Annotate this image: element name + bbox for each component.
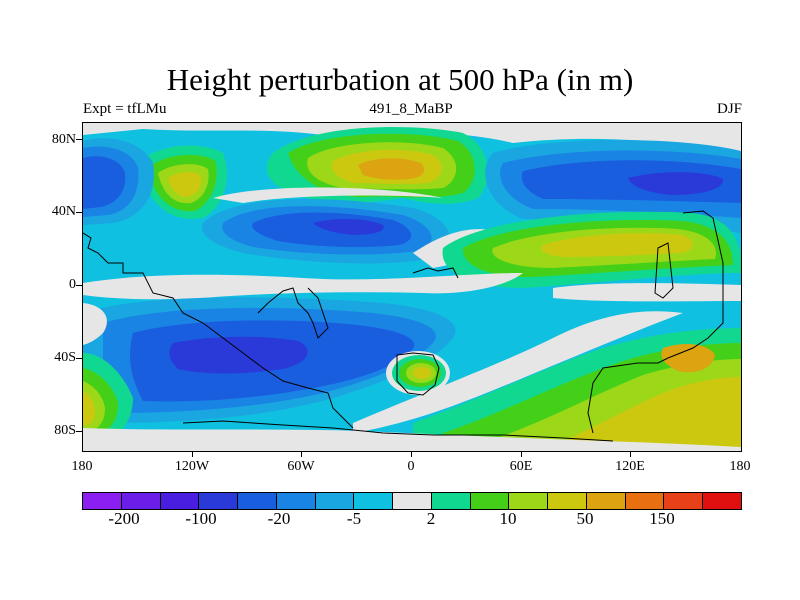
- lat-label-80s: 80S: [54, 423, 76, 438]
- lon-label-180w: 180: [71, 459, 93, 474]
- coastline-north-america: [83, 232, 109, 264]
- lat-label-40n: 40N: [51, 204, 76, 219]
- colorbar-box-16: [703, 493, 742, 509]
- north-atlantic-high: [138, 127, 488, 219]
- colorbar-box-4: [238, 493, 277, 509]
- colorbar-label-minus5: -5: [346, 509, 362, 528]
- contour-map: [82, 122, 742, 452]
- colorbar-box-2: [160, 493, 200, 509]
- lon-label-180e: 180: [729, 459, 751, 474]
- lat-tick-80n: [76, 139, 82, 140]
- north-pacific-low: [83, 138, 154, 225]
- colorbar-box-3: [199, 493, 239, 509]
- colorbar-box-11: [509, 493, 549, 509]
- coastline-south-atlantic-island: [396, 352, 440, 396]
- lat-label-40s: 40S: [54, 350, 76, 365]
- colorbar-label-50: 50: [576, 509, 594, 528]
- lon-tick-0: [411, 451, 412, 457]
- coastline-arabia: [412, 267, 459, 279]
- colorbar-box-15: [664, 493, 704, 509]
- colorbar-box-0: [83, 493, 122, 509]
- colorbar-label-150: 150: [649, 509, 675, 528]
- colorbar-box-5: [276, 493, 316, 509]
- southern-neutral-arc: [353, 311, 683, 433]
- midlatitude-trough: [202, 198, 451, 264]
- south-pacific-ridge: [83, 303, 133, 448]
- lon-label-120e: 120E: [615, 459, 645, 474]
- lat-tick-40n: [76, 212, 82, 213]
- coastline-south-america: [108, 262, 354, 429]
- neutral-streak-north: [213, 187, 443, 203]
- colorbar-box-14: [625, 493, 665, 509]
- colorbar-box-8: [393, 493, 432, 509]
- north-neutral-band: [83, 123, 741, 153]
- lon-tick-120e: [630, 451, 631, 457]
- asia-pacific-ridge: [442, 211, 741, 288]
- colorbar: [82, 492, 742, 510]
- coastline-australia: [654, 242, 674, 299]
- south-atlantic-high: [386, 351, 450, 395]
- lon-label-0: 0: [407, 459, 415, 474]
- coastline-east-asia: [587, 210, 724, 434]
- colorbar-label-minus20: -20: [267, 509, 291, 528]
- southern-green-arc: [413, 328, 741, 451]
- colorbar-label-2: 2: [426, 509, 436, 528]
- lat-label-80n: 80N: [51, 132, 76, 147]
- season-label: DJF: [716, 101, 742, 117]
- colorbar-box-1: [121, 493, 161, 509]
- lon-label-60w: 60W: [287, 459, 315, 474]
- antarctic-neutral-band: [83, 428, 741, 451]
- coastlines: [83, 210, 724, 442]
- siberian-low: [485, 140, 741, 233]
- colorbar-box-12: [548, 493, 587, 509]
- lon-tick-120w: [192, 451, 193, 457]
- colorbar-label-10: 10: [499, 509, 517, 528]
- colorbar-box-10: [470, 493, 510, 509]
- coastline-antarctica: [182, 420, 614, 442]
- lat-tick-40s: [76, 358, 82, 359]
- lon-tick-60w: [301, 451, 302, 457]
- lon-label-60e: 60E: [509, 459, 533, 474]
- lon-label-120w: 120W: [174, 459, 210, 474]
- lat-tick-0: [76, 285, 82, 286]
- lat-tick-80s: [76, 431, 82, 432]
- colorbar-box-6: [315, 493, 355, 509]
- lon-tick-60e: [521, 451, 522, 457]
- colorbar-label-minus100: -100: [185, 509, 217, 528]
- colorbar-box-13: [586, 493, 626, 509]
- run-id-label: 491_8_MaBP: [369, 101, 453, 117]
- lat-label-eq: 0: [69, 277, 76, 292]
- southern-blue-low: [83, 297, 456, 423]
- colorbar-label-minus200: -200: [108, 509, 140, 528]
- plot-title: Height perturbation at 500 hPa (in m): [166, 62, 634, 97]
- experiment-label: Expt = tfLMu: [83, 101, 167, 117]
- tropical-neutral-east: [553, 283, 741, 302]
- contour-map-svg: [83, 123, 741, 451]
- coastline-africa: [257, 287, 329, 339]
- colorbar-box-7: [354, 493, 394, 509]
- tropical-neutral-band: [83, 273, 523, 300]
- colorbar-box-9: [431, 493, 471, 509]
